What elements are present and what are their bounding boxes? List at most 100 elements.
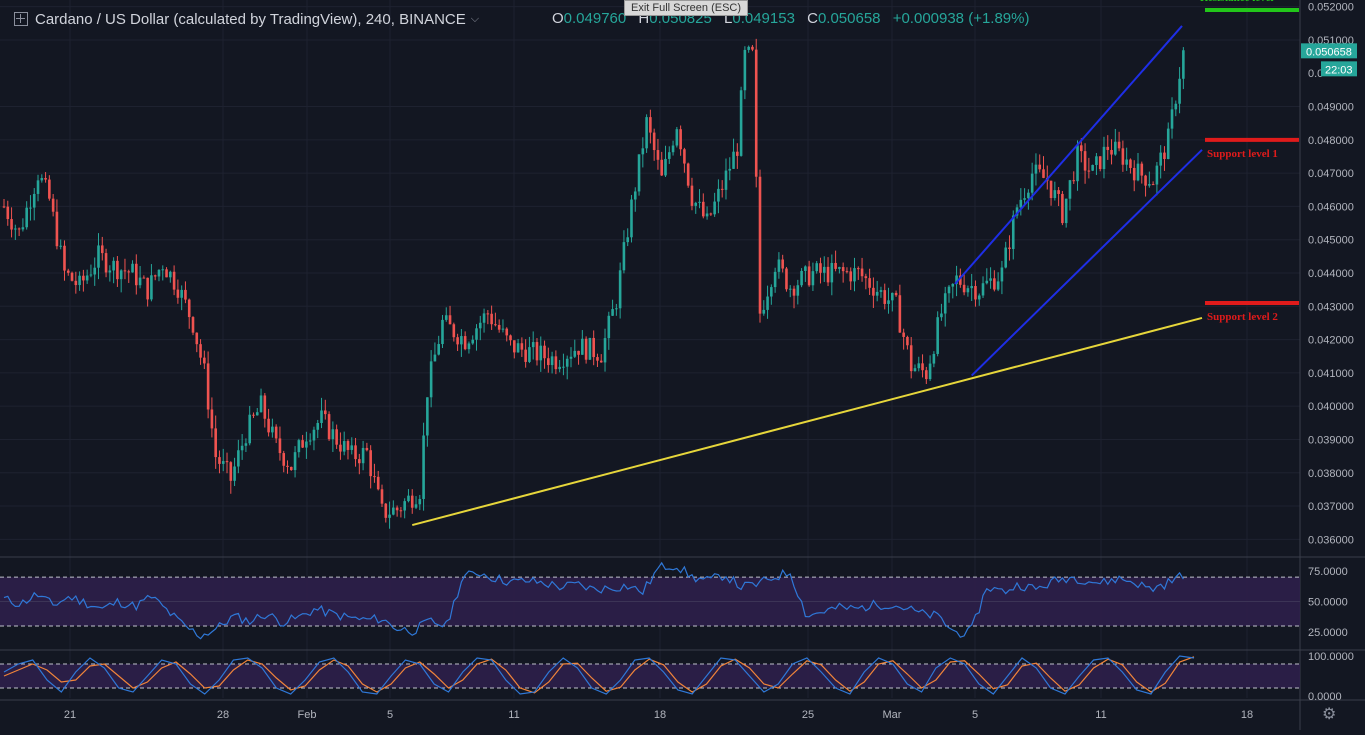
- candle-body: [55, 211, 59, 247]
- candle-body: [1049, 180, 1053, 199]
- candle-body: [970, 286, 973, 289]
- candle-body: [373, 476, 376, 478]
- time-tick-label: 25: [802, 709, 814, 721]
- price-tick-label: 0.039000: [1308, 434, 1354, 446]
- candle-body: [203, 357, 206, 364]
- candle-body: [822, 266, 826, 273]
- candle-body: [1083, 151, 1087, 171]
- candle-body: [66, 270, 70, 273]
- candle-body: [127, 271, 131, 273]
- candle-body: [1140, 163, 1144, 176]
- price-tick-label: 0.044000: [1308, 268, 1354, 280]
- candle-body: [879, 290, 883, 292]
- candle-body: [365, 447, 369, 451]
- exit-fullscreen-button[interactable]: Exit Full Screen (ESC): [624, 0, 749, 16]
- candle-body: [906, 336, 909, 346]
- candle-body: [679, 129, 682, 150]
- candle-body: [528, 347, 531, 362]
- candle-body: [841, 267, 845, 272]
- candle-body: [543, 345, 546, 359]
- candle-body: [762, 309, 766, 314]
- candle-body: [853, 268, 856, 282]
- candle-body: [494, 324, 497, 326]
- candle-body: [6, 206, 10, 220]
- candle-body: [1015, 207, 1019, 216]
- candle-body: [577, 350, 580, 355]
- stoch-band: [0, 664, 1300, 688]
- candle-body: [513, 340, 516, 353]
- price-tick-label: 0.040000: [1308, 401, 1354, 413]
- candle-body: [1132, 167, 1136, 181]
- candle-body: [856, 268, 860, 270]
- candle-body: [664, 158, 667, 176]
- candle-body: [891, 292, 894, 301]
- candle-body: [618, 270, 622, 309]
- symbol-header[interactable]: Cardano / US Dollar (calculated by Tradi…: [14, 9, 479, 29]
- candle-body: [153, 275, 157, 277]
- candle-body: [596, 357, 599, 361]
- candle-body: [1080, 145, 1083, 152]
- candle-body: [728, 168, 732, 171]
- candle-body: [187, 299, 191, 318]
- price-tick-label: 0.041000: [1308, 368, 1354, 380]
- chevron-down-icon[interactable]: ⌵: [470, 12, 480, 25]
- candle-body: [724, 170, 728, 190]
- candle-body: [894, 292, 898, 296]
- candle-body: [524, 349, 527, 362]
- candle-body: [293, 452, 297, 471]
- candle-body: [1102, 146, 1106, 170]
- candle-body: [868, 278, 871, 288]
- stoch-k-line: [3, 655, 1195, 695]
- candle-body: [312, 429, 316, 441]
- gear-icon[interactable]: ⚙: [1322, 706, 1337, 723]
- candle-body: [720, 188, 724, 190]
- candle-body: [1004, 247, 1007, 268]
- last-price-tag: [1301, 43, 1357, 59]
- candle-body: [573, 350, 577, 357]
- candle-body: [1038, 164, 1042, 170]
- rsi-tick-label: 50.0000: [1308, 597, 1348, 609]
- level-label-1: Support level 1: [1207, 148, 1278, 160]
- candle-body: [456, 337, 459, 345]
- candle-body: [131, 263, 134, 273]
- candle-body: [40, 177, 44, 181]
- candle-body: [74, 280, 78, 286]
- symbol-search-icon[interactable]: [14, 12, 28, 26]
- candle-body: [702, 201, 705, 217]
- candle-body: [1057, 190, 1060, 194]
- channel-lower-line: [970, 149, 1203, 377]
- candle-body: [123, 270, 127, 272]
- time-tick-label: 18: [654, 709, 666, 721]
- candle-body: [951, 283, 955, 287]
- candle-body: [652, 132, 656, 151]
- price-tick-label: 0.043000: [1308, 301, 1354, 313]
- candle-body: [146, 277, 149, 300]
- candle-body: [705, 213, 709, 217]
- candle-body: [399, 510, 403, 512]
- candles-group: [2, 38, 1185, 529]
- candle-body: [422, 435, 425, 500]
- candle-body: [569, 356, 573, 359]
- candle-body: [732, 151, 735, 169]
- candle-body: [766, 296, 769, 310]
- candle-body: [308, 440, 312, 442]
- candle-body: [225, 461, 229, 463]
- candle-body: [14, 228, 17, 230]
- candle-body: [282, 453, 286, 466]
- candle-body: [82, 275, 85, 281]
- candle-body: [142, 277, 146, 279]
- candle-body: [645, 117, 648, 149]
- candle-body: [717, 188, 720, 202]
- candle-body: [1170, 109, 1174, 129]
- close-value: 0.050658: [817, 10, 881, 27]
- candle-body: [539, 345, 543, 361]
- candle-body: [547, 358, 550, 366]
- candle-body: [709, 213, 713, 215]
- candle-body: [1019, 199, 1023, 208]
- candle-body: [78, 275, 81, 286]
- candle-body: [289, 466, 293, 471]
- price-tick-label: 0.049000: [1308, 102, 1354, 114]
- price-tick-label: 0.045000: [1308, 235, 1354, 247]
